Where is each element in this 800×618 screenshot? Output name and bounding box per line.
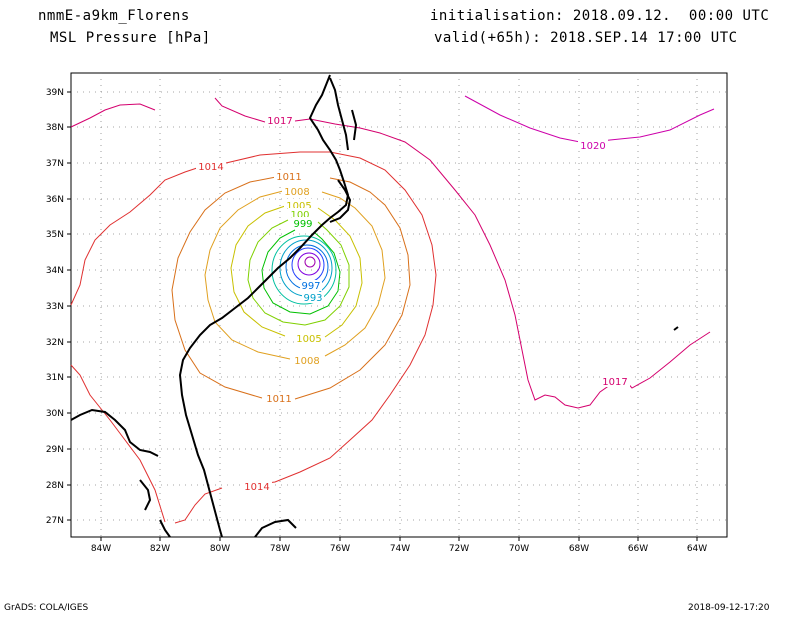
lon-label: 76W: [330, 544, 350, 554]
model-name: nmmE-a9km_Florens: [38, 8, 190, 24]
contour-label: 1020: [580, 141, 605, 152]
footer-credit: GrADS: COLA/IGES: [4, 603, 89, 613]
bermuda-island: [673, 326, 679, 331]
lat-label: 30N: [46, 409, 64, 419]
isobar-996: [271, 235, 337, 305]
contour-label: 1005: [286, 201, 311, 212]
isobar-1005: [230, 205, 363, 338]
lat-label: 29N: [46, 445, 64, 455]
initialisation-time: initialisation: 2018.09.12. 00:00 UTC: [430, 8, 770, 24]
tick-marks: [67, 91, 698, 541]
lon-label: 66W: [628, 544, 648, 554]
latitude-labels: 39N 38N 37N 36N 35N 34N 33N 32N 31N 30N …: [46, 88, 64, 526]
lon-label: 72W: [449, 544, 469, 554]
lon-label: 74W: [390, 544, 410, 554]
isobar-1020: [464, 95, 715, 144]
isobar-981: [304, 256, 316, 268]
contours: [70, 95, 715, 524]
lat-label: 32N: [46, 338, 64, 348]
isobar-1011: [171, 176, 411, 400]
lat-label: 36N: [46, 195, 64, 205]
lon-label: 68W: [569, 544, 589, 554]
longitude-labels: 84W 82W 80W 78W 76W 74W 72W 70W 68W 66W …: [91, 544, 707, 554]
field-name: MSL Pressure [hPa]: [50, 30, 211, 46]
lon-label: 80W: [210, 544, 230, 554]
lat-label: 38N: [46, 123, 64, 133]
contour-label: 993: [303, 293, 322, 304]
contour-label: 1008: [284, 187, 309, 198]
contour-label: 999: [293, 219, 312, 230]
contour-label: 1017: [602, 377, 627, 388]
contour-label: 1014: [244, 482, 269, 493]
lat-label: 37N: [46, 159, 64, 169]
lat-label: 33N: [46, 302, 64, 312]
valid-time: valid(+65h): 2018.SEP.14 17:00 UTC: [434, 30, 738, 46]
isobar-1017-north: [70, 103, 156, 128]
lon-label: 64W: [687, 544, 707, 554]
footer-timestamp: 2018-09-12-17:20: [688, 603, 770, 613]
lat-label: 34N: [46, 266, 64, 276]
lon-label: 82W: [150, 544, 170, 554]
gridlines: [71, 73, 727, 537]
lat-label: 28N: [46, 481, 64, 491]
isobar-1017-north-b: [214, 97, 711, 409]
map-frame: [70, 72, 728, 538]
lat-label: 31N: [46, 373, 64, 383]
isobar-1002: [247, 219, 350, 326]
isobar-999: [261, 229, 341, 315]
contour-labels: 1017 1014 1011 1008 1005 100 999 997 993…: [196, 114, 630, 493]
contour-label: 1014: [198, 162, 223, 173]
lon-label: 84W: [91, 544, 111, 554]
coastline: [70, 74, 358, 538]
lat-label: 27N: [46, 516, 64, 526]
lat-label: 39N: [46, 88, 64, 98]
isobar-1014-south: [70, 364, 166, 523]
contour-label: 1008: [294, 356, 319, 367]
lon-label: 70W: [509, 544, 529, 554]
contour-label: 100: [290, 210, 309, 221]
isobar-984: [297, 252, 321, 276]
lon-label: 78W: [270, 544, 290, 554]
contour-label: 997: [301, 281, 320, 292]
isobar-1008: [204, 190, 386, 360]
contour-label: 1005: [296, 334, 321, 345]
isobar-1014: [70, 151, 437, 524]
contour-label: 1011: [276, 172, 301, 183]
contour-label: 1011: [266, 394, 291, 405]
lat-label: 35N: [46, 230, 64, 240]
contour-label: 1017: [267, 116, 292, 127]
